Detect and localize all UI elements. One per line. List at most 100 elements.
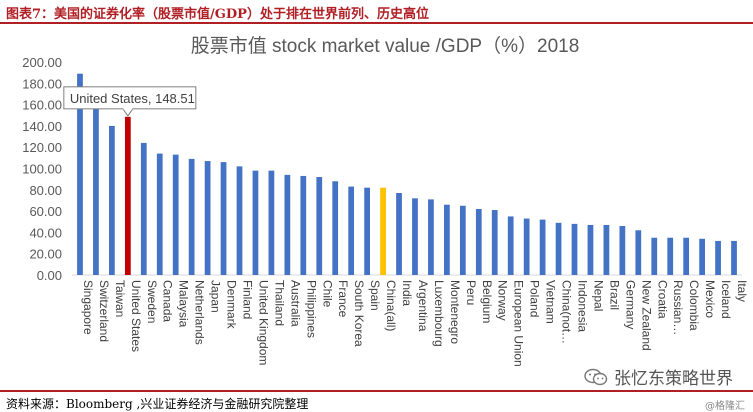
- x-tick-label: United Kingdom: [256, 280, 270, 365]
- x-tick-label: European Union: [512, 280, 526, 367]
- bar[interactable]: [412, 198, 418, 275]
- x-tick-label: Colombia: [687, 280, 701, 331]
- bar[interactable]: [523, 218, 530, 275]
- bar[interactable]: [571, 223, 578, 275]
- bar[interactable]: [188, 158, 195, 275]
- bar[interactable]: [172, 154, 179, 275]
- x-tick-label: Denmark: [225, 280, 239, 330]
- x-tick-label: Chile: [320, 280, 334, 308]
- x-tick-label: Canada: [161, 280, 175, 322]
- bar[interactable]: [428, 199, 434, 275]
- watermark: 张忆东策略世界: [584, 364, 733, 389]
- bar[interactable]: [507, 216, 514, 275]
- x-tick-label: Luxembourg: [432, 280, 446, 347]
- bar[interactable]: [587, 224, 594, 275]
- x-tick-label: France: [336, 280, 350, 318]
- x-tick-label: Indonesia: [576, 280, 590, 332]
- bar[interactable]: [539, 219, 546, 275]
- bar[interactable]: [316, 177, 323, 275]
- bar[interactable]: [124, 116, 131, 275]
- x-tick-label: Belgium: [480, 280, 494, 323]
- x-tick-label: Spain: [368, 280, 382, 311]
- x-tick-label: Vietnam: [544, 280, 558, 324]
- x-tick-label: India: [400, 280, 414, 306]
- x-tick-label: Malaysia: [177, 280, 191, 328]
- chart-area: 股票市值 stock market value /GDP（%）2018 0.00…: [0, 24, 753, 384]
- x-tick-label: Thailand: [272, 280, 286, 326]
- bar[interactable]: [364, 187, 370, 275]
- x-tick-label: Poland: [528, 280, 542, 317]
- x-tick-label: Philippines: [304, 280, 318, 338]
- tooltip-text: United States, 148.51: [70, 91, 195, 106]
- wechat-icon: [584, 368, 608, 385]
- bar[interactable]: [156, 153, 163, 275]
- bar[interactable]: [555, 222, 562, 275]
- bar[interactable]: [268, 170, 275, 275]
- bar[interactable]: [396, 192, 402, 275]
- x-tick-label: Peru: [464, 280, 478, 305]
- y-tick-label: 20.00: [29, 247, 62, 262]
- bar[interactable]: [619, 226, 626, 275]
- bar[interactable]: [475, 208, 482, 275]
- bar[interactable]: [715, 240, 721, 275]
- bar[interactable]: [204, 161, 211, 275]
- bar[interactable]: [300, 175, 307, 275]
- x-tick-label: Argentina: [416, 280, 430, 332]
- y-tick-label: 0.00: [37, 268, 62, 283]
- bar-chart: 股票市值 stock market value /GDP（%）2018 0.00…: [22, 35, 749, 367]
- bar[interactable]: [252, 170, 259, 275]
- bar[interactable]: [635, 230, 642, 275]
- bar[interactable]: [444, 204, 450, 275]
- bars-group: [77, 73, 737, 276]
- x-tick-label: China(all): [384, 280, 398, 331]
- x-tick-label: New Zealand: [639, 280, 653, 351]
- bar[interactable]: [731, 240, 737, 275]
- source-footer: 资料来源：Bloomberg ,兴业证券经济与金融研究院整理: [0, 390, 753, 412]
- watermark-text: 张忆东策略世界: [614, 369, 733, 389]
- x-tick-label: Russian…: [671, 280, 685, 335]
- figure-caption: 图表7：美国的证券化率（股票市值/GDP）处于排在世界前列、历史高位: [6, 7, 429, 22]
- y-tick-label: 80.00: [29, 183, 62, 198]
- x-tick-label: Germany: [623, 280, 637, 329]
- bar[interactable]: [491, 210, 498, 275]
- x-tick-label: China(not…: [560, 280, 574, 344]
- x-tick-label: Switzerland: [97, 280, 111, 342]
- chart-title: 股票市值 stock market value /GDP（%）2018: [191, 35, 580, 57]
- figure-header: 图表7：美国的证券化率（股票市值/GDP）处于排在世界前列、历史高位: [0, 0, 753, 24]
- bar[interactable]: [332, 181, 339, 275]
- bar[interactable]: [93, 87, 99, 275]
- bar[interactable]: [348, 186, 355, 275]
- bar[interactable]: [699, 238, 705, 275]
- x-tick-label: Singapore: [81, 280, 95, 335]
- y-axis: 0.00 20.00 40.00 60.00 80.00 100.00 120.00 140.…: [22, 55, 742, 283]
- bar[interactable]: [380, 187, 386, 275]
- bar[interactable]: [683, 237, 690, 275]
- y-tick-label: 120.00: [22, 140, 62, 155]
- x-tick-label: Brazil: [607, 280, 621, 310]
- x-tick-label: Finland: [241, 280, 255, 319]
- y-tick-label: 100.00: [22, 162, 62, 177]
- bar[interactable]: [220, 162, 227, 275]
- bar[interactable]: [651, 237, 658, 275]
- bar[interactable]: [109, 125, 115, 276]
- bar[interactable]: [284, 174, 291, 275]
- bar[interactable]: [236, 166, 243, 275]
- y-tick-label: 40.00: [29, 225, 62, 240]
- x-tick-label: Italy: [735, 280, 749, 302]
- x-tick-label: Australia: [288, 280, 302, 327]
- x-tick-label: Sweden: [145, 280, 159, 323]
- tooltip-pointer: [122, 108, 134, 117]
- x-tick-label: Norway: [496, 280, 510, 321]
- bar[interactable]: [667, 237, 674, 275]
- x-tick-label: Croatia: [655, 280, 669, 319]
- x-tick-label: Taiwan: [113, 280, 127, 317]
- bar[interactable]: [77, 73, 83, 275]
- bar[interactable]: [140, 142, 147, 275]
- watermark-sub: @格隆汇: [705, 401, 745, 412]
- x-tick-label: Japan: [209, 280, 223, 313]
- y-tick-label: 140.00: [22, 119, 62, 134]
- bar[interactable]: [603, 224, 610, 275]
- bar[interactable]: [459, 205, 466, 275]
- y-tick-label: 60.00: [29, 204, 62, 219]
- x-tick-label: United States: [129, 280, 143, 352]
